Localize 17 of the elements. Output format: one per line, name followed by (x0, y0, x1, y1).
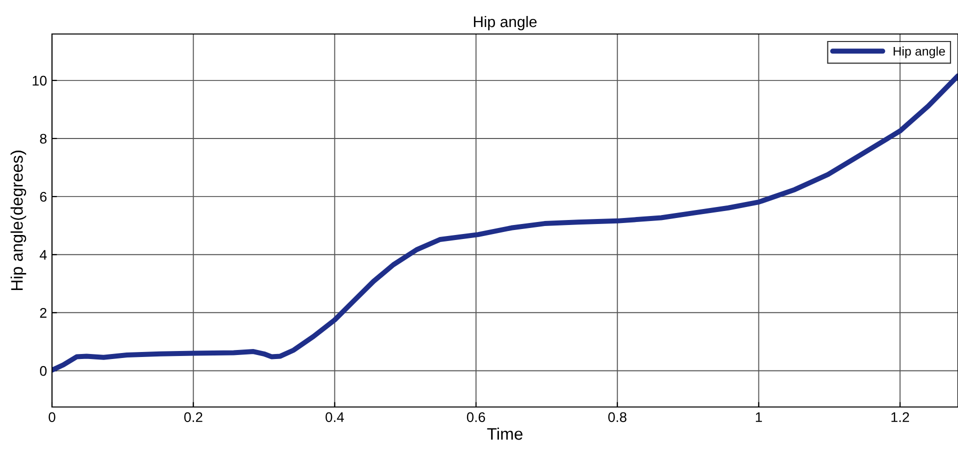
y-tick-label: 6 (40, 192, 47, 202)
x-axis-title: Time (487, 428, 522, 440)
y-tick-label: 8 (40, 134, 47, 144)
y-tick-label: 10 (32, 76, 47, 86)
x-tick-label: 0.6 (466, 412, 486, 422)
y-tick-label: 4 (40, 250, 47, 260)
x-tick-label: 0.8 (608, 412, 626, 422)
x-tick-label: 1 (756, 412, 762, 422)
chart-title: Hip angle (474, 16, 537, 30)
y-tick-label: 0 (40, 366, 47, 376)
legend-label: Hip angle (894, 46, 945, 58)
y-axis-title: Hip angle(degrees) (10, 150, 26, 290)
x-tick-label: 0.2 (184, 412, 202, 422)
x-tick-label: 0.4 (326, 412, 344, 422)
x-tick-label: 0 (48, 412, 56, 422)
x-tick-label: 1.2 (891, 412, 910, 422)
y-tick-label: 2 (40, 308, 46, 318)
